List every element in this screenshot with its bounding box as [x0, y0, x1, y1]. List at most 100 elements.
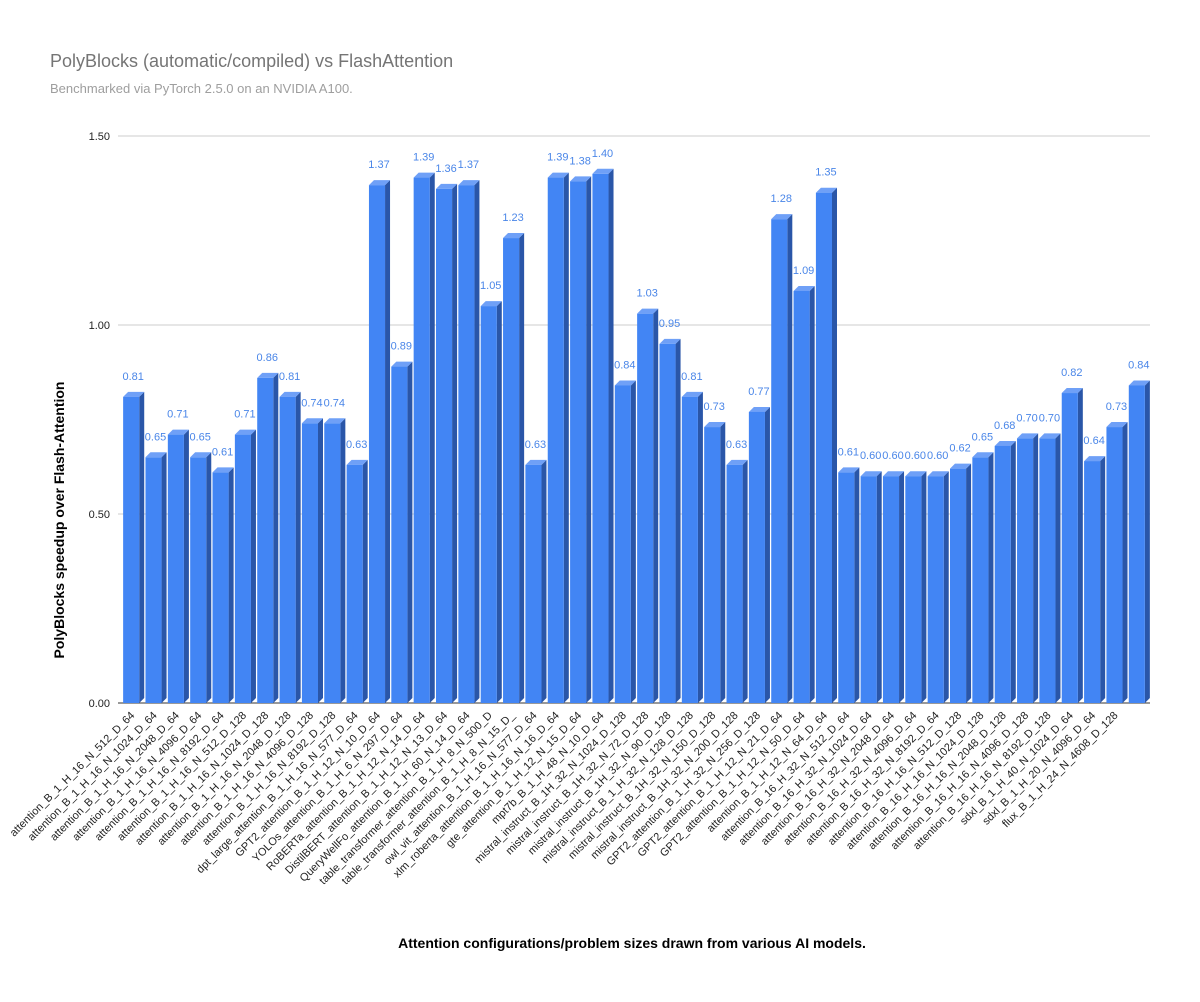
- data-label: 1.40: [592, 148, 613, 160]
- bar: [905, 471, 927, 703]
- data-label: 0.84: [1128, 359, 1149, 371]
- bar: [748, 406, 770, 703]
- y-tick-label: 0.00: [89, 698, 110, 710]
- data-label: 0.74: [324, 397, 345, 409]
- data-label: 0.84: [614, 359, 635, 371]
- bar: [279, 391, 301, 703]
- bar: [346, 459, 368, 703]
- y-tick-label: 1.50: [89, 131, 110, 143]
- bar: [1017, 433, 1039, 703]
- data-label: 1.23: [502, 212, 523, 224]
- bar: [681, 391, 703, 703]
- data-label: 0.64: [1083, 435, 1104, 447]
- bar: [726, 459, 748, 703]
- bar: [234, 429, 256, 703]
- bars: [123, 168, 1150, 704]
- data-label: 1.09: [793, 265, 814, 277]
- bar: [637, 308, 659, 703]
- bar: [368, 180, 391, 703]
- y-axis-title: PolyBlocks speedup over Flash-Attention: [51, 382, 67, 659]
- bar: [301, 418, 324, 703]
- data-label: 0.60: [927, 450, 948, 462]
- data-label: 0.60: [905, 450, 926, 462]
- x-tick-labels: attention_B_1_H_16_N_512_D_64attention_B…: [8, 709, 1121, 887]
- data-label: 0.68: [994, 420, 1015, 432]
- x-axis-title: Attention configurations/problem sizes d…: [398, 935, 866, 951]
- data-label: 0.61: [838, 446, 859, 458]
- data-label: 0.70: [1039, 412, 1060, 424]
- data-label: 0.61: [212, 446, 233, 458]
- data-label: 1.35: [815, 167, 836, 179]
- bar: [771, 214, 793, 703]
- y-tick-label: 1.00: [89, 320, 110, 332]
- bar: [480, 301, 502, 703]
- bar: [793, 285, 815, 703]
- bar: [614, 380, 636, 703]
- data-label: 0.71: [167, 409, 188, 421]
- bar: [972, 452, 994, 703]
- bar: [145, 452, 167, 703]
- data-label: 0.86: [257, 352, 278, 364]
- bar: [1128, 380, 1150, 703]
- data-label: 1.37: [458, 159, 479, 171]
- data-label: 0.65: [972, 431, 993, 443]
- bar: [503, 233, 525, 703]
- data-label: 0.71: [234, 409, 255, 421]
- y-tick-label: 0.50: [89, 509, 110, 521]
- data-label: 0.62: [949, 443, 970, 455]
- bar: [570, 176, 592, 704]
- data-label: 0.77: [748, 386, 769, 398]
- bar: [994, 440, 1016, 703]
- data-label: 0.81: [681, 371, 702, 383]
- data-label: 1.37: [368, 159, 389, 171]
- bar: [391, 361, 413, 703]
- data-label: 0.89: [391, 341, 412, 353]
- bar: [838, 467, 860, 703]
- data-label: 1.05: [480, 280, 501, 292]
- data-label: 0.95: [659, 318, 680, 330]
- bar: [659, 338, 681, 703]
- bar: [860, 471, 882, 703]
- data-label: 0.82: [1061, 367, 1082, 379]
- bar: [324, 418, 346, 703]
- bar: [1039, 433, 1061, 703]
- data-labels: 0.810.650.710.650.610.710.860.810.74 0.74…: [122, 148, 1149, 462]
- chart-subtitle: Benchmarked via PyTorch 2.5.0 on an NVID…: [50, 81, 353, 96]
- data-label: 0.74: [301, 397, 322, 409]
- data-label: 0.65: [145, 431, 166, 443]
- bar: [257, 372, 279, 703]
- data-label: 0.63: [525, 439, 546, 451]
- bar: [1061, 388, 1083, 703]
- bar: [592, 168, 614, 704]
- bar: [458, 180, 480, 703]
- bar: [167, 429, 189, 703]
- bar: [949, 463, 972, 703]
- chart-title: PolyBlocks (automatic/compiled) vs Flash…: [50, 51, 454, 71]
- bar: [815, 187, 838, 703]
- data-label: 0.63: [346, 439, 367, 451]
- data-label: 0.81: [122, 371, 143, 383]
- data-label: 1.39: [547, 152, 568, 164]
- data-label: 1.39: [413, 152, 434, 164]
- data-label: 0.70: [1016, 412, 1037, 424]
- data-label: 0.65: [190, 431, 211, 443]
- data-label: 1.28: [771, 193, 792, 205]
- bar: [1106, 422, 1128, 703]
- bar: [704, 422, 726, 703]
- bar: [525, 459, 547, 703]
- bar: [190, 452, 212, 703]
- bar: [1084, 456, 1106, 703]
- bar: [123, 391, 145, 703]
- data-label: 0.60: [882, 450, 903, 462]
- bar: [212, 467, 234, 703]
- data-label: 1.38: [569, 155, 590, 167]
- bar: [927, 471, 949, 703]
- y-tick-labels: 0.00 0.50 1.00 1.50: [89, 131, 110, 710]
- bar: [435, 183, 458, 704]
- data-label: 0.60: [860, 450, 881, 462]
- data-label: 1.36: [435, 163, 456, 175]
- bar: [882, 471, 905, 703]
- data-label: 1.03: [636, 288, 657, 300]
- data-label: 0.73: [704, 401, 725, 413]
